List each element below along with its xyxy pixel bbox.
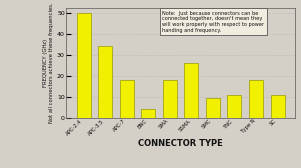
Bar: [271, 94, 284, 118]
Bar: [98, 46, 112, 118]
Bar: [249, 80, 263, 118]
Bar: [185, 63, 198, 118]
Bar: [228, 94, 241, 118]
Bar: [120, 80, 134, 118]
Bar: [141, 109, 155, 118]
Bar: [163, 80, 177, 118]
X-axis label: CONNECTOR TYPE: CONNECTOR TYPE: [138, 139, 223, 148]
Bar: [206, 98, 220, 118]
Y-axis label: FREQUENCY (GHz)
Not all connectors achieve these frequencies.: FREQUENCY (GHz) Not all connectors achie…: [43, 3, 54, 123]
Text: Note:  Just because connectors can be
connected together, doesn't mean they
will: Note: Just because connectors can be con…: [162, 11, 264, 33]
Bar: [77, 13, 91, 118]
